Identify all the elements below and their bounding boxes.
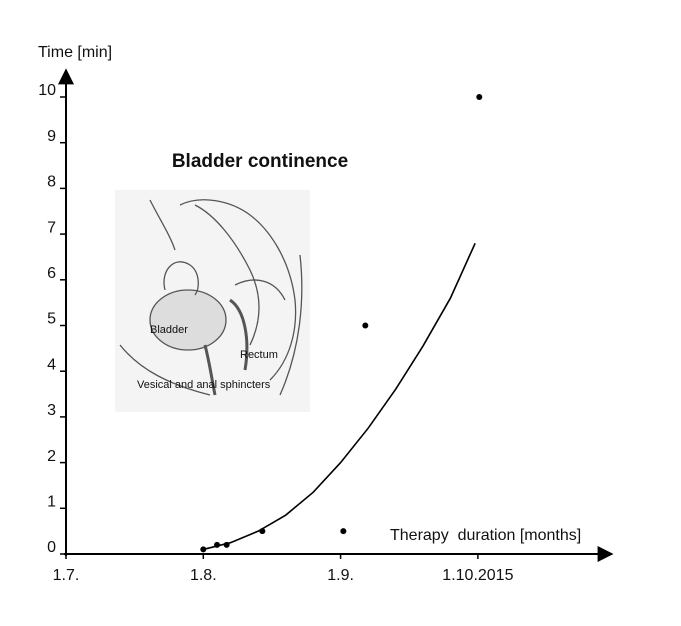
y-tick-label: 7: [47, 219, 56, 236]
y-tick-label: 9: [47, 128, 56, 145]
y-tick-label: 10: [38, 82, 56, 99]
data-point: [223, 541, 230, 548]
x-tick-label: 1.8.: [190, 567, 217, 584]
chart-title: Bladder continence: [172, 151, 348, 172]
x-tick-label: 1.7.: [53, 567, 80, 584]
y-tick-label: 2: [47, 448, 56, 465]
y-tick-label: 6: [47, 265, 56, 282]
y-axis-label: Time [min]: [38, 44, 112, 61]
y-tick-label: 4: [47, 356, 56, 373]
data-point: [340, 528, 347, 535]
data-point: [214, 541, 221, 548]
y-tick-label: 3: [47, 402, 56, 419]
x-tick-label: 1.9.: [327, 567, 354, 584]
data-point: [476, 94, 483, 100]
illustration: [115, 190, 310, 412]
x-axis-label: Therapy duration [months]: [390, 527, 581, 544]
data-point: [200, 546, 207, 553]
annotation: Vesical and anal sphincters: [137, 379, 271, 391]
y-tick-label: 5: [47, 311, 56, 328]
fit-curve: [203, 242, 476, 551]
y-tick-label: 1: [47, 494, 56, 511]
data-point: [259, 528, 266, 535]
data-point: [362, 322, 369, 329]
y-tick-label: 0: [47, 539, 56, 556]
x-tick-label: 1.10.2015: [442, 567, 513, 584]
annotation: Rectum: [240, 349, 278, 361]
y-tick-label: 8: [47, 174, 56, 191]
annotation: Bladder: [150, 324, 188, 336]
